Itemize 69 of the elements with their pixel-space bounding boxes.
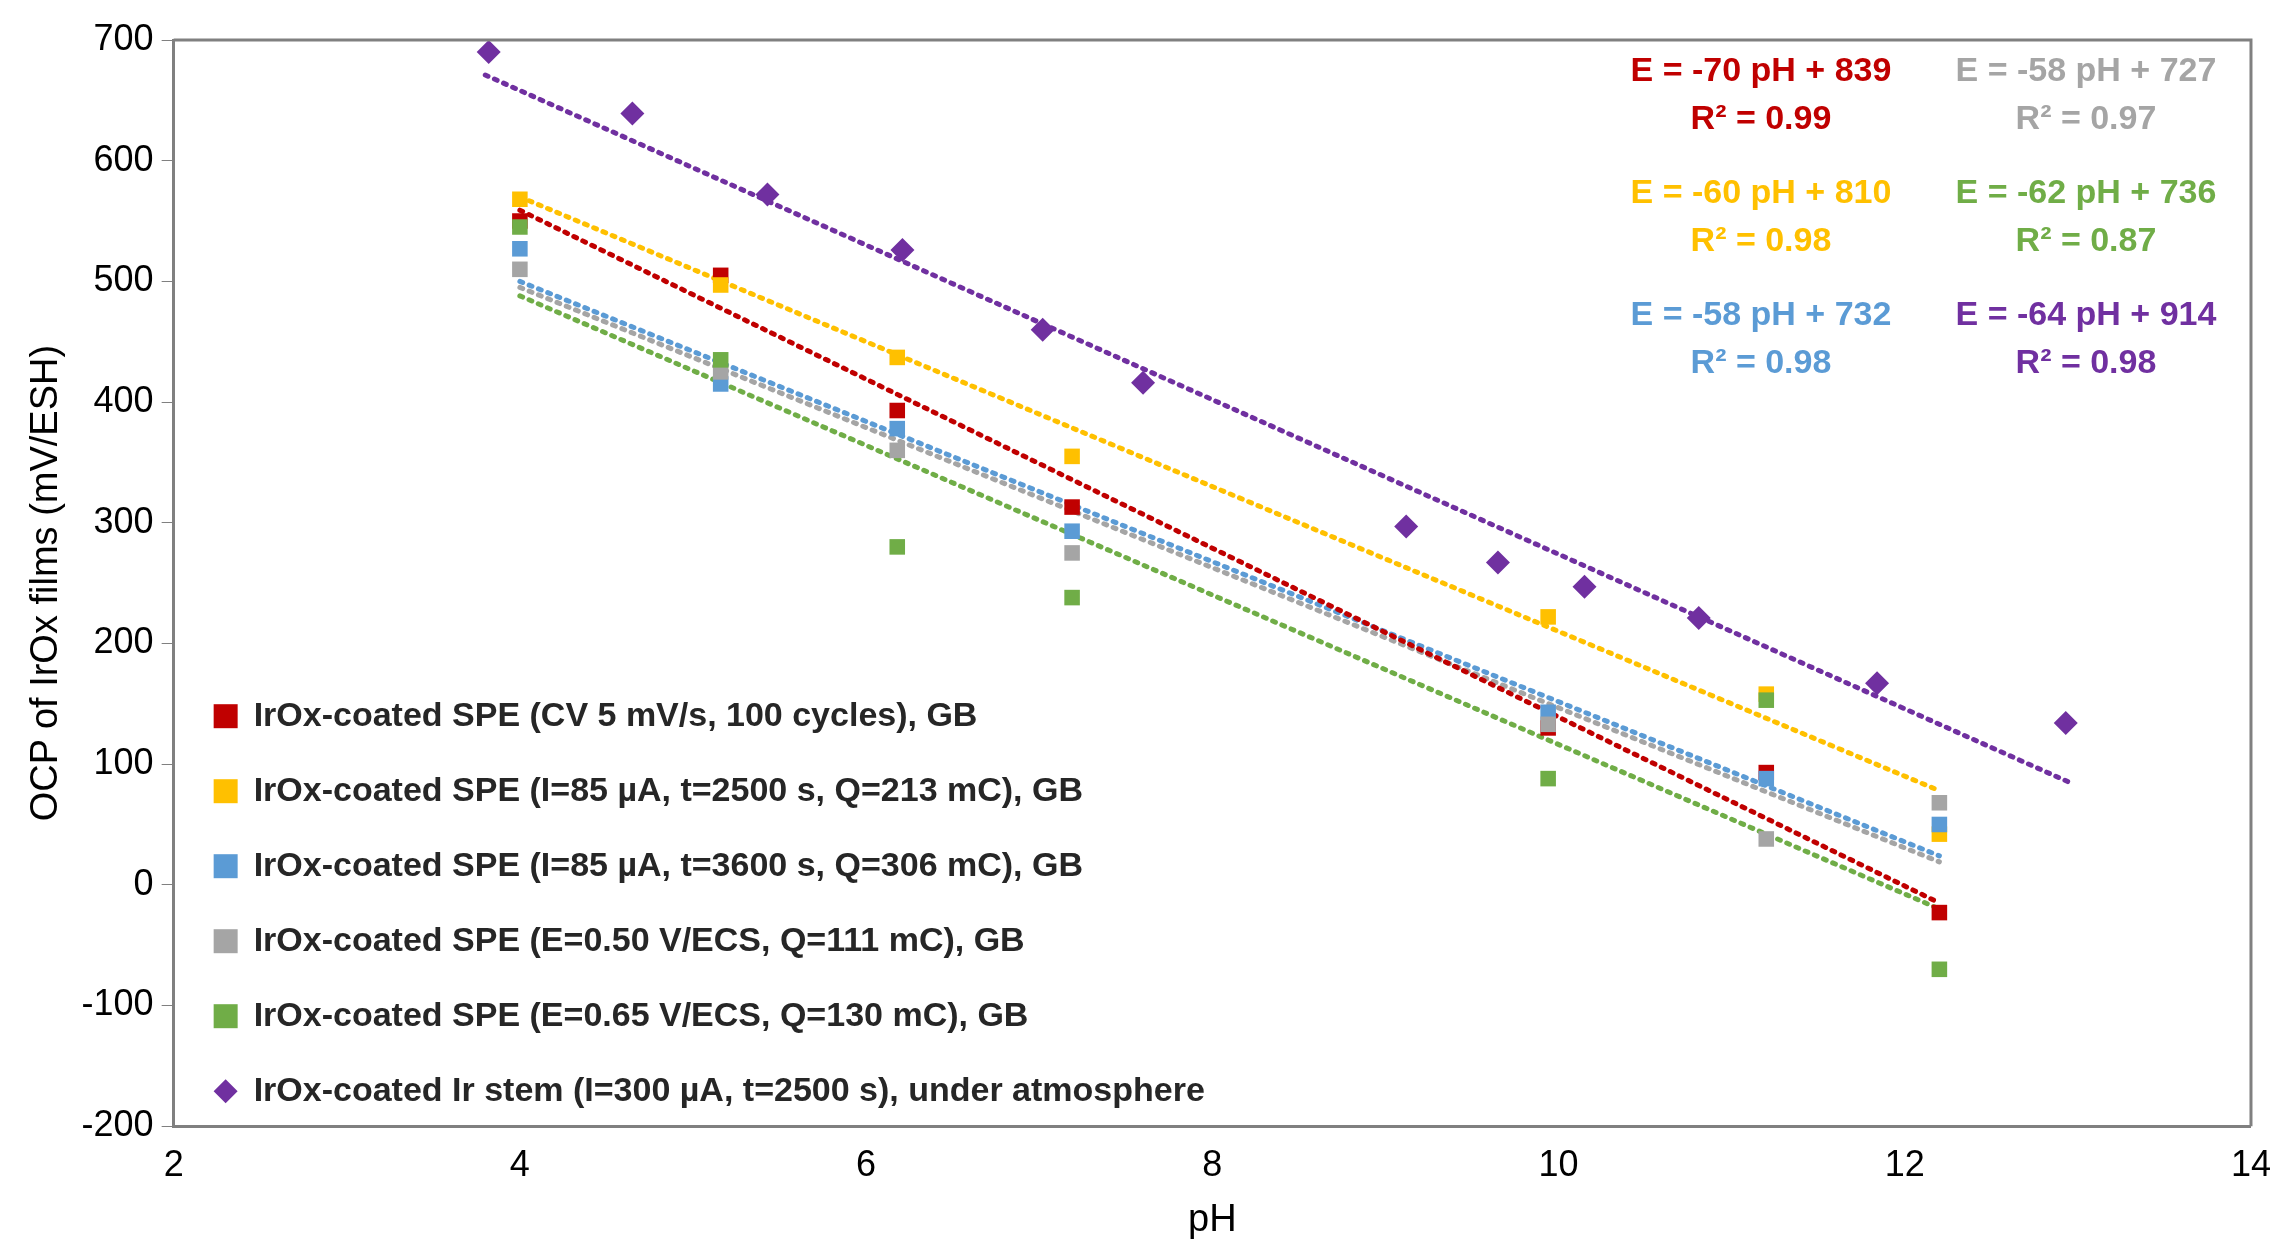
point xyxy=(889,402,906,419)
point xyxy=(890,238,915,262)
y-tick-label: 600 xyxy=(93,137,154,179)
point xyxy=(889,420,906,437)
point xyxy=(712,277,729,293)
point xyxy=(1931,961,1948,978)
legend-label: IrOx-coated SPE (E=0.50 V/ECS, Q=111 mC), GB xyxy=(253,919,1025,958)
point xyxy=(1931,816,1948,833)
point xyxy=(889,442,906,459)
point xyxy=(620,101,645,126)
annotation: E = -70 pH + 839 R² = 0.99 xyxy=(1630,50,1892,137)
point xyxy=(1758,831,1775,847)
y-tick-label: -200 xyxy=(81,1103,154,1145)
legend-label: IrOx-coated Ir stem (I=300 µA, t=2500 s), under atmosphere xyxy=(253,1069,1205,1108)
annotation: E = -58 pH + 732 R² = 0.98 xyxy=(1630,294,1892,381)
y-axis-title: OCP of IrOx films (mV/ESH) xyxy=(23,344,66,822)
point xyxy=(1030,317,1055,342)
point xyxy=(712,352,729,368)
x-tick-label: 4 xyxy=(509,1142,530,1184)
point xyxy=(1686,606,1711,631)
x-tick-label: 8 xyxy=(1202,1142,1223,1184)
legend-label: IrOx-coated SPE (I=85 µA, t=2500 s, Q=213 mC), GB xyxy=(253,769,1083,808)
point xyxy=(2053,711,2078,736)
y-tick-label: -100 xyxy=(81,982,154,1024)
point xyxy=(512,261,528,278)
y-tick-label: 200 xyxy=(93,620,154,662)
y-tick-label: 400 xyxy=(93,378,154,420)
legend-label: IrOx-coated SPE (E=0.65 V/ECS, Q=130 mC), GB xyxy=(253,994,1029,1033)
point xyxy=(1931,904,1948,921)
point xyxy=(889,539,906,555)
legend-label: IrOx-coated SPE (I=85 µA, t=3600 s, Q=306 mC), GB xyxy=(253,844,1083,883)
point xyxy=(1064,523,1080,539)
x-tick-label: 2 xyxy=(163,1142,184,1184)
point xyxy=(1758,692,1775,708)
x-tick-label: 10 xyxy=(1538,1142,1579,1184)
annotation: E = -58 pH + 727 R² = 0.97 xyxy=(1955,50,2217,137)
y-tick-label: 700 xyxy=(93,16,154,58)
legend-label: IrOx-coated SPE (CV 5 mV/s, 100 cycles), GB xyxy=(253,694,978,733)
point xyxy=(1064,589,1080,606)
point xyxy=(1931,794,1948,811)
point xyxy=(1540,609,1556,625)
y-tick-label: 0 xyxy=(133,861,154,903)
annotation: E = -64 pH + 914 R² = 0.98 xyxy=(1955,294,2217,381)
x-tick-label: 14 xyxy=(2230,1142,2271,1184)
point xyxy=(1758,770,1775,787)
point xyxy=(512,191,528,208)
x-tick-label: 12 xyxy=(1884,1142,1925,1184)
point xyxy=(476,40,501,65)
point xyxy=(1064,448,1080,465)
x-axis-title: pH xyxy=(1188,1196,1237,1239)
point xyxy=(755,182,780,207)
point xyxy=(1540,770,1556,787)
point xyxy=(512,241,528,257)
point xyxy=(1064,545,1080,561)
point xyxy=(1865,671,1890,696)
annotation: E = -60 pH + 810 R² = 0.98 xyxy=(1630,172,1892,259)
y-tick-label: 500 xyxy=(93,258,154,300)
point xyxy=(1394,514,1419,539)
point xyxy=(1131,370,1156,395)
point xyxy=(512,219,528,235)
annotation: E = -62 pH + 736 R² = 0.87 xyxy=(1955,172,2217,259)
point xyxy=(1064,499,1080,515)
point xyxy=(1485,550,1510,575)
y-tick-label: 100 xyxy=(93,741,154,783)
x-tick-label: 6 xyxy=(856,1142,877,1184)
point xyxy=(1572,574,1597,599)
point xyxy=(1540,716,1556,733)
point xyxy=(889,349,906,366)
y-tick-label: 300 xyxy=(93,499,154,541)
